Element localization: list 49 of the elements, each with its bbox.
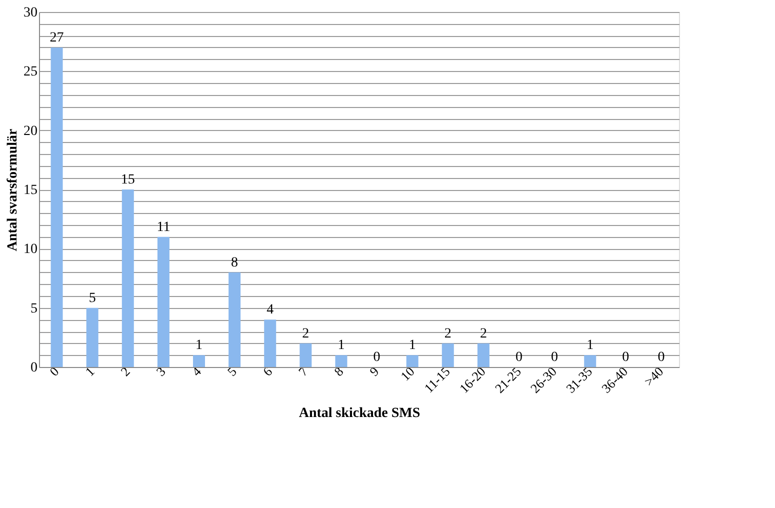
y-axis-title: Antal svarsformulär [6, 128, 20, 252]
bar [300, 343, 312, 367]
bar [406, 355, 418, 367]
bar [584, 355, 596, 367]
bar [86, 308, 98, 367]
data-label: 0 [516, 350, 522, 365]
data-label: 0 [622, 350, 630, 365]
bar [442, 343, 454, 367]
data-label: 8 [231, 255, 238, 270]
data-label: 15 [120, 172, 135, 188]
data-label: 11 [156, 220, 170, 235]
data-label: 2 [302, 326, 310, 342]
data-label: 0 [551, 350, 558, 365]
data-label: 5 [88, 290, 96, 306]
bar [477, 343, 490, 367]
x-tick-label: 8 [330, 364, 346, 380]
y-tick-label: 20 [24, 124, 38, 139]
x-tick-label: 5 [224, 364, 240, 380]
data-label: 1 [196, 338, 202, 354]
bar [157, 236, 170, 367]
bar [122, 190, 134, 367]
data-label: 27 [50, 30, 64, 46]
data-label: 0 [658, 350, 665, 365]
y-tick-label: 5 [30, 301, 38, 316]
y-tick-label: 30 [24, 6, 38, 20]
x-tick-label: 4 [188, 363, 204, 380]
data-label: 1 [586, 338, 594, 354]
bar [193, 355, 205, 367]
bar [335, 355, 348, 367]
y-tick-label: 25 [24, 64, 38, 80]
data-label: 1 [408, 338, 416, 354]
data-label: 4 [266, 302, 274, 318]
x-tick-label: 10 [397, 364, 418, 384]
bar [264, 320, 276, 367]
bar [228, 272, 241, 367]
data-label: 0 [373, 350, 380, 365]
y-tick-label: 15 [24, 183, 38, 198]
data-label: 2 [444, 326, 452, 342]
y-tick-label: 10 [24, 242, 38, 258]
data-label: 1 [338, 338, 345, 354]
data-label: 2 [480, 326, 487, 342]
x-tick-label: >40 [641, 364, 666, 389]
x-axis-title: Antal skickade SMS [298, 406, 420, 421]
x-tick-label: 9 [366, 364, 382, 380]
x-tick-label: 3 [153, 364, 168, 380]
x-tick-label: 1 [82, 364, 98, 380]
x-tick-label: 2 [118, 364, 133, 380]
bar [50, 48, 63, 367]
x-tick-label: 0 [46, 364, 62, 380]
